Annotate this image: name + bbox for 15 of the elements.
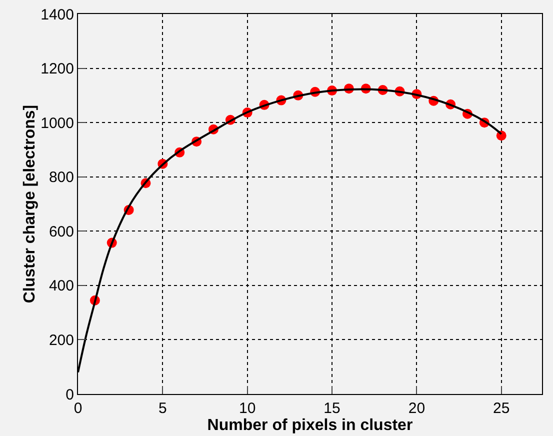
y-tick-label: 200: [48, 332, 74, 349]
x-tick-label: 25: [493, 400, 510, 417]
y-axis-title: Cluster charge [electrons]: [22, 104, 39, 304]
y-tick-label: 1200: [40, 60, 74, 78]
x-tick-label: 15: [324, 400, 340, 417]
y-tick-label: 400: [48, 278, 74, 295]
x-axis-title: Number of pixels in cluster: [207, 417, 413, 434]
x-tick-label: 20: [408, 400, 426, 417]
y-tick-label: 600: [48, 223, 74, 240]
x-tick-label: 5: [158, 400, 167, 417]
y-tick-label: 800: [48, 169, 74, 186]
y-tick-label: 1000: [40, 114, 74, 132]
y-tick-label: 1400: [40, 6, 74, 24]
y-tick-label: 0: [66, 386, 74, 404]
x-tick-label: 10: [238, 400, 256, 417]
